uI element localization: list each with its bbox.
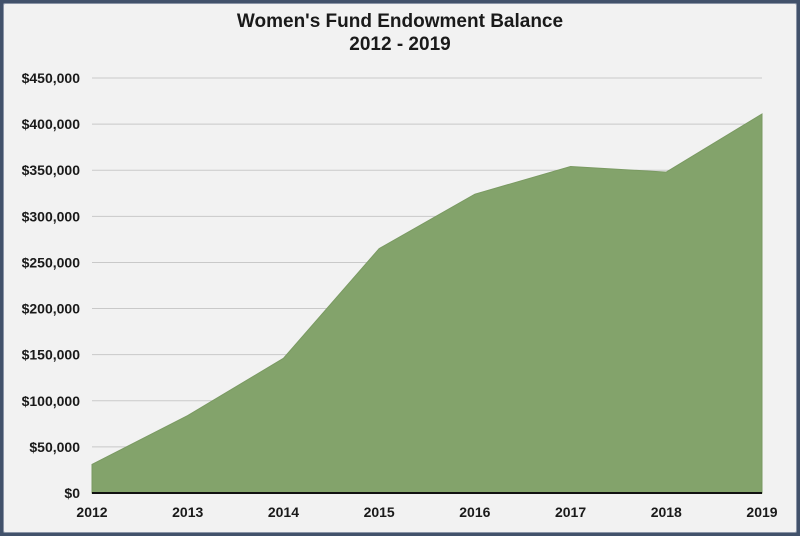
y-tick-label: $0 bbox=[64, 485, 80, 501]
chart-title-block: Women's Fund Endowment Balance 2012 - 20… bbox=[0, 10, 800, 56]
y-tick-label: $50,000 bbox=[29, 439, 80, 455]
x-tick-label: 2013 bbox=[172, 504, 203, 520]
area-series bbox=[91, 113, 763, 494]
chart-subtitle: 2012 - 2019 bbox=[349, 34, 451, 55]
y-tick-label: $200,000 bbox=[22, 301, 81, 317]
x-tick-label: 2016 bbox=[459, 504, 490, 520]
y-tick-label: $250,000 bbox=[22, 254, 81, 270]
y-tick-label: $150,000 bbox=[22, 347, 81, 363]
y-tick-label: $100,000 bbox=[22, 393, 81, 409]
y-tick-label: $300,000 bbox=[22, 208, 81, 224]
chart-title: Women's Fund Endowment Balance bbox=[236, 11, 564, 32]
x-tick-label: 2017 bbox=[555, 504, 586, 520]
x-tick-label: 2018 bbox=[651, 504, 682, 520]
y-tick-label: $450,000 bbox=[22, 70, 81, 86]
x-tick-label: 2014 bbox=[268, 504, 299, 520]
x-tick-label: 2015 bbox=[364, 504, 395, 520]
y-tick-label: $400,000 bbox=[22, 116, 81, 132]
y-tick-label: $350,000 bbox=[22, 162, 81, 178]
x-tick-label: 2012 bbox=[76, 504, 107, 520]
x-tick-label: 2019 bbox=[746, 504, 777, 520]
